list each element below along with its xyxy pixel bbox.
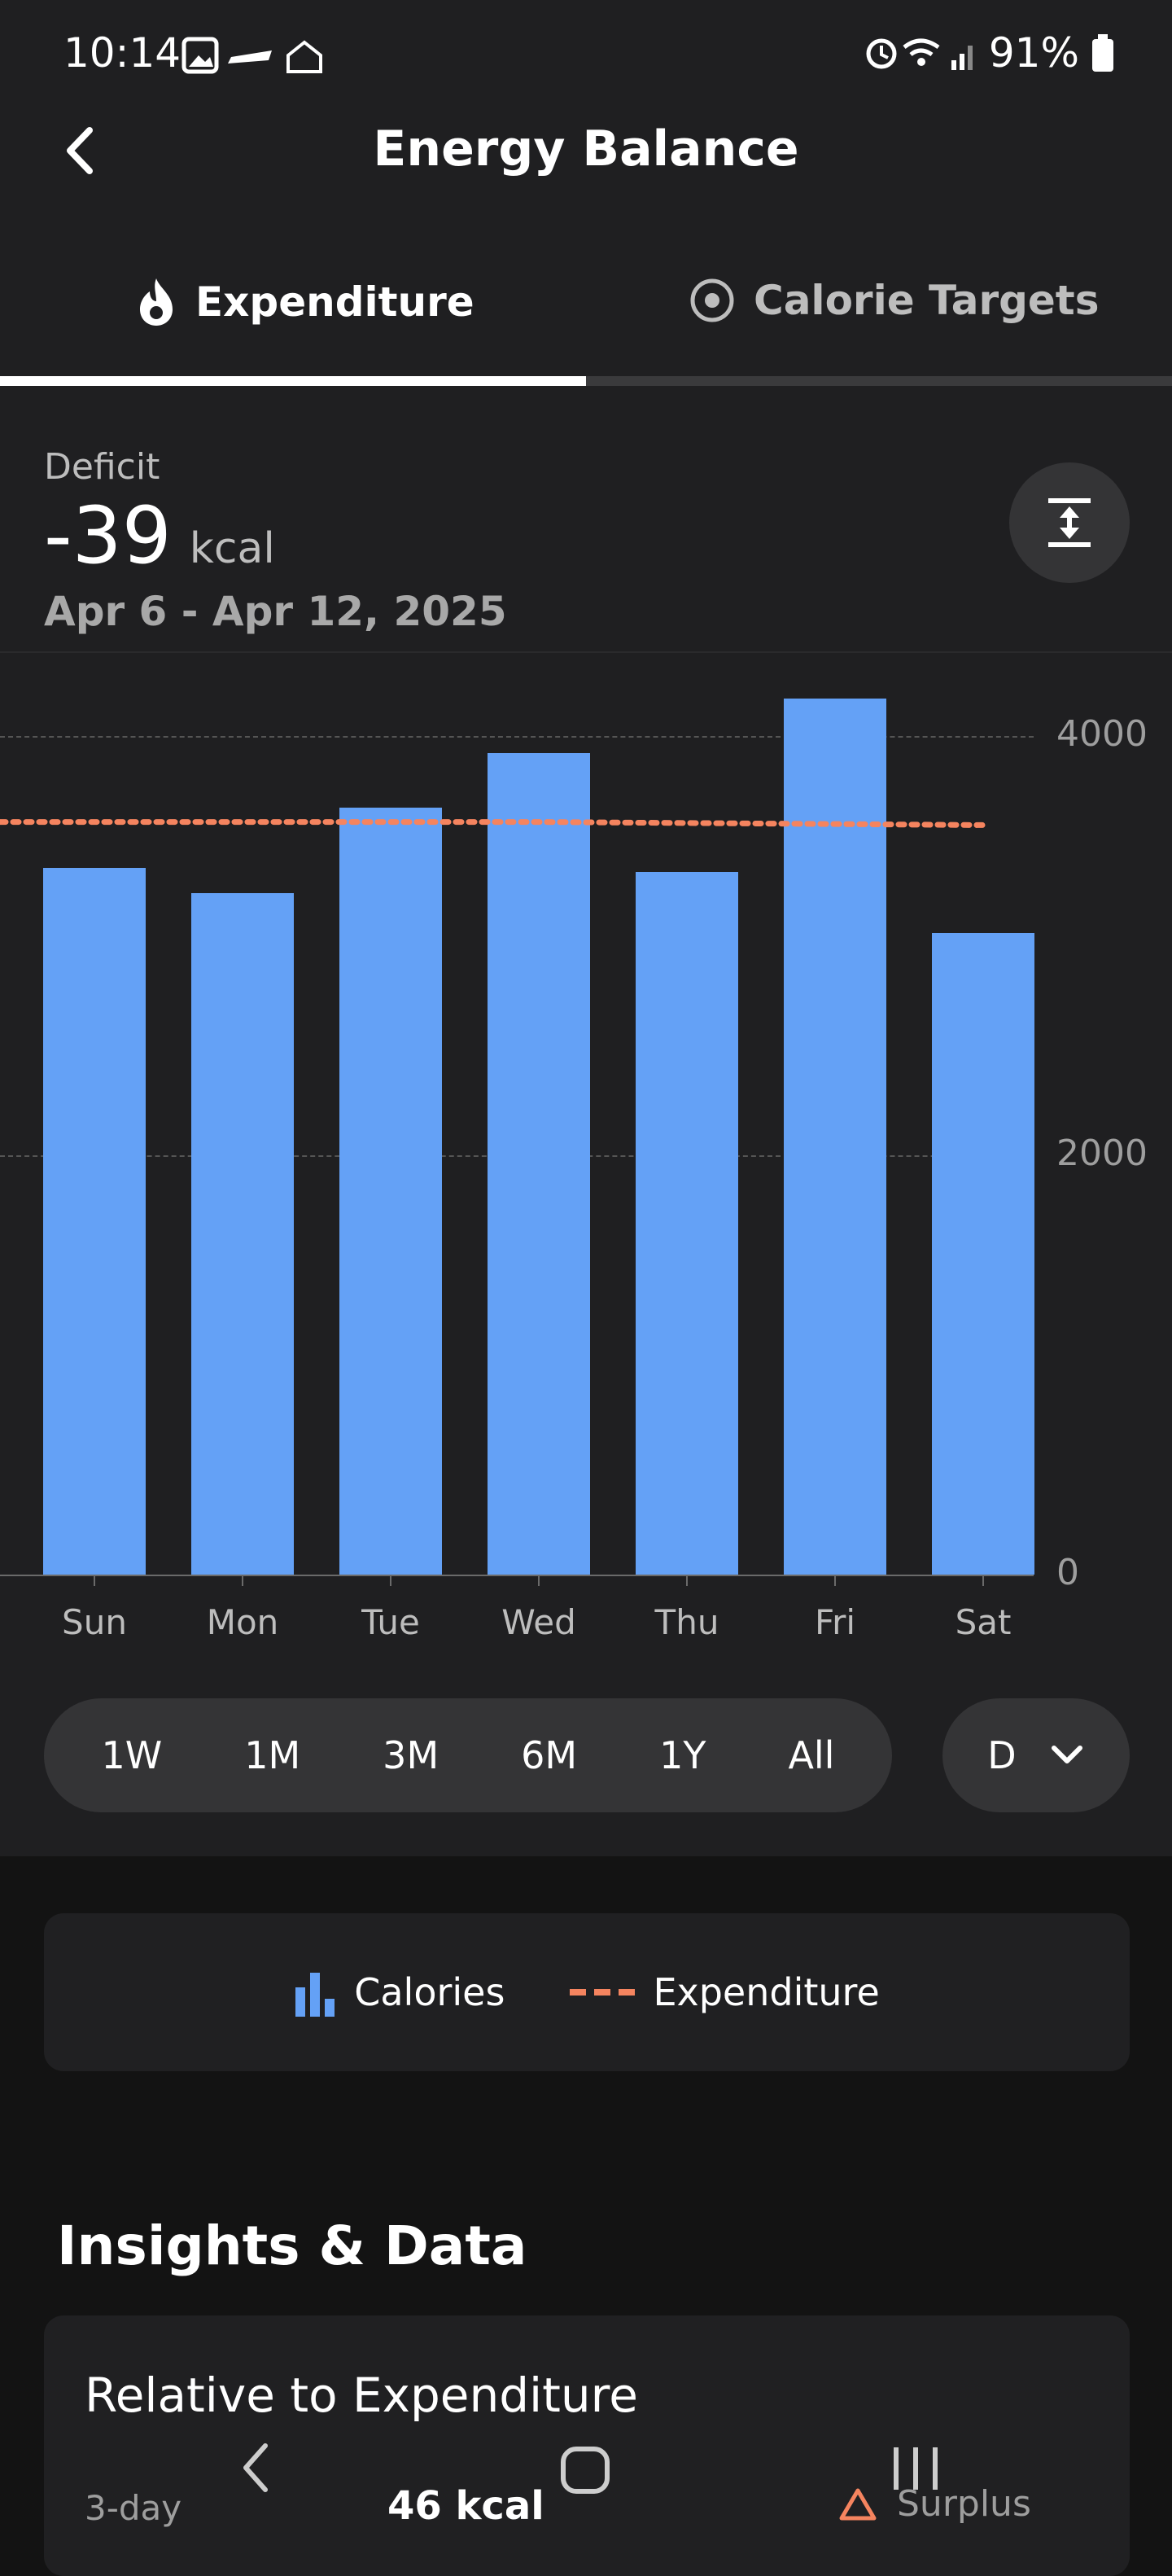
chart-top-divider [0,651,1172,653]
date-range: Apr 6 - Apr 12, 2025 [44,588,507,635]
bar-thu[interactable] [636,872,738,1575]
tab-expenditure[interactable]: Expenditure [135,277,474,327]
status-system-icons [866,38,973,70]
card-row-label: 3-day [85,2488,182,2528]
range-1y-button[interactable]: 1Y [659,1733,706,1777]
deficit-value: -39 kcal [44,490,275,581]
chevron-down-icon [1051,1746,1082,1763]
status-right: 91% [864,29,1115,77]
battery-percent: 91% [988,29,1079,77]
tab-calorie-targets-label: Calorie Targets [754,277,1100,324]
legend-calories-label: Calories [354,1970,505,2014]
triangle-up-icon [839,2488,877,2520]
insights-title: Insights & Data [57,2215,527,2277]
x-tick-mark [538,1575,540,1586]
y-tick-label: 0 [1056,1552,1079,1593]
tab-active-indicator [0,376,586,386]
card-row-value: 46 kcal [387,2483,544,2529]
x-tick-label: Mon [206,1602,279,1642]
status-notification-icons [181,37,322,74]
back-arrow-icon[interactable] [57,122,106,179]
bar-tue[interactable] [339,807,442,1575]
x-axis-baseline [0,1575,1034,1576]
dashed-line-icon [570,1989,636,1996]
deficit-unit: kcal [189,524,275,573]
x-tick-label: Sat [955,1602,1012,1642]
x-tick-mark [982,1575,984,1586]
gridline [0,736,1034,738]
relative-expenditure-card[interactable] [44,2315,1130,2576]
expenditure-line-layer [0,819,984,828]
card-row-status-label: Surplus [897,2483,1031,2525]
period-select-value: D [987,1733,1017,1777]
nav-recents-icon[interactable] [887,2444,944,2493]
range-selector: 1W 1M 3M 6M 1Y All [44,1698,892,1812]
x-tick-mark [390,1575,391,1586]
battery-icon [1092,34,1113,72]
legend-calories: Calories [294,1968,505,2017]
nav-home-icon[interactable] [558,2444,612,2496]
bar-sun[interactable] [43,868,146,1575]
period-select[interactable]: D [942,1698,1130,1812]
x-tick-label: Thu [654,1602,719,1642]
page-title: Energy Balance [373,120,799,177]
range-1w-button[interactable]: 1W [101,1733,163,1777]
x-tick-mark [686,1575,688,1586]
legend-expenditure: Expenditure [570,1970,880,2014]
x-tick-label: Sun [62,1602,127,1642]
energy-chart: 4000 2000 0 Sun Mon Tue Wed Thu Fri Sat [0,651,1172,1661]
card-title: Relative to Expenditure [85,2368,638,2423]
x-tick-label: Fri [814,1602,856,1642]
range-6m-button[interactable]: 6M [521,1733,578,1777]
x-tick-label: Tue [361,1602,420,1642]
x-tick-label: Wed [501,1602,576,1642]
bar-sat[interactable] [932,933,1034,1575]
expand-axis-button[interactable] [1009,462,1130,583]
expenditure-line [0,819,984,828]
flame-icon [140,278,173,326]
bar-fri[interactable] [784,698,886,1575]
card-row-status: Surplus [838,2483,1031,2525]
tab-expenditure-label: Expenditure [195,278,474,326]
nav-back-icon[interactable] [236,2439,277,2496]
range-1m-button[interactable]: 1M [244,1733,301,1777]
y-tick-label: 2000 [1056,1132,1148,1174]
x-tick-mark [94,1575,95,1586]
status-time: 10:14 [63,29,181,77]
deficit-label: Deficit [44,446,160,488]
bar-chart-icon [295,1973,335,2017]
x-tick-mark [834,1575,836,1586]
chart-legend: Calories Expenditure [44,1913,1130,2071]
range-all-button[interactable]: All [788,1733,835,1777]
range-3m-button[interactable]: 3M [383,1733,440,1777]
deficit-number: -39 [44,490,172,581]
x-tick-mark [242,1575,243,1586]
legend-expenditure-label: Expenditure [653,1970,880,2014]
target-icon [690,278,734,322]
y-tick-label: 4000 [1056,713,1148,755]
bar-mon[interactable] [191,893,294,1575]
expand-vertical-icon [1048,498,1091,547]
bar-wed[interactable] [488,752,590,1575]
tab-calorie-targets[interactable]: Calorie Targets [689,277,1099,324]
